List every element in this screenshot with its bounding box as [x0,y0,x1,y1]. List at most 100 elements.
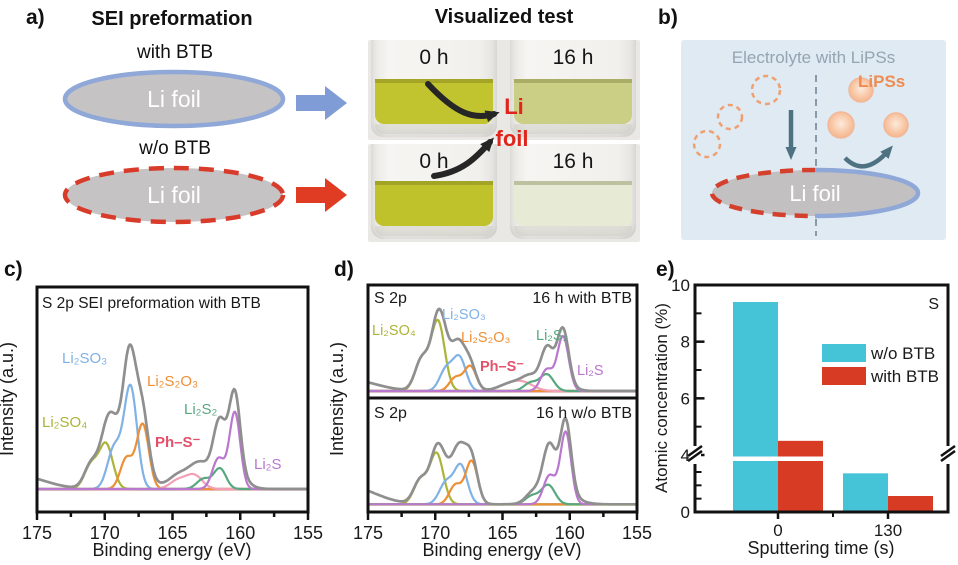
x-axis: 175 170 165 160 155 [22,512,323,543]
blue-arrow-icon [296,86,347,120]
label-li2s2: Li₂S₂ [184,401,218,418]
svg-text:130: 130 [874,521,902,540]
label-li2s: Li₂S [577,363,604,379]
panel-d-letter: d) [334,258,354,281]
label-li2s2: Li₂S₂ [536,328,568,344]
element-label-s: S [928,296,939,313]
foil-border-solid [814,167,921,219]
photo-row-with-btb: 0 h 16 h [368,40,640,140]
li-foil-ellipse-solid [62,69,286,129]
label-li2so4: Li₂SO₄ [372,323,416,339]
svg-text:165: 165 [157,523,187,543]
spectrum-curves [36,343,309,491]
panel-a-title: SEI preformation [91,8,253,30]
svg-text:0: 0 [681,503,690,522]
inplot-title: S 2p SEI preformation with BTB [42,295,261,312]
lips-particle-icon [827,111,855,139]
dissolved-lips-icon [750,74,782,106]
svg-text:170: 170 [90,523,120,543]
vial-base [514,226,632,236]
wo-btb-label: w/o BTB [139,138,211,159]
label-li2so3: Li₂SO₃ [442,307,486,323]
axes-ticks: 0 4 6 8 10 0 130 [671,276,956,540]
li-foil-annotation-line1: Li [504,94,524,119]
corner-s2p-bottom: S 2p [374,405,407,422]
xps-plot-preformation: 175 170 165 160 155 S 2p SEI preformation wi… [0,285,323,560]
plot-frame [693,283,950,514]
li-foil-text: Li foil [147,86,201,112]
vial-base [514,124,632,134]
svg-text:10: 10 [671,276,690,295]
title-16h-with-btb: 16 h with BTB [532,290,632,307]
svg-text:170: 170 [420,523,450,543]
vial-time-label: 16 h [552,150,594,173]
legend-swatch-wo-btb [822,344,866,362]
panel-a-letter: a) [26,6,45,29]
svg-text:6: 6 [681,389,690,408]
corner-s2p-top: S 2p [374,290,407,307]
y-axis-title: Atomic concentration (%) [655,303,671,493]
electrolyte-liquid [514,181,632,226]
red-arrow-icon [296,178,347,212]
svg-text:175: 175 [22,523,52,543]
vial-time-label: 0 h [419,46,449,69]
label-li2so3: Li₂SO₃ [62,350,107,367]
panel-c-letter: c) [4,258,23,281]
visualized-test-title: Visualized test [434,6,574,28]
repel-arrow-icon [843,145,893,169]
vial-16h: 16 h [510,40,636,137]
electrolyte-liquid [375,181,493,226]
svg-text:0: 0 [773,521,782,540]
label-li2s2o3: Li₂S₂O₃ [147,373,198,390]
svg-text:155: 155 [293,523,323,543]
svg-text:160: 160 [555,523,585,543]
vial-base [375,124,493,134]
vial-base [375,226,493,236]
lips-particle-icon [848,77,874,103]
svg-text:155: 155 [622,523,652,543]
x-axis: 175 170 165 160 155 [353,512,652,543]
bars-group [696,302,947,512]
y-axis-title: Intensity (a.u.) [0,342,17,456]
arrow-bottom-icon [431,137,494,179]
arrow-top-icon [425,81,500,123]
li-foil-with-btb: Li foil [62,69,286,129]
vial-time-label: 0 h [419,150,449,173]
curved-arrows-to-li-foil [425,81,500,179]
vial-16h: 16 h [510,144,636,239]
svg-text:8: 8 [681,333,690,352]
spectrum-curves-top [367,307,638,393]
x-axis-title: Binding energy (eV) [422,540,581,560]
svg-text:4: 4 [681,446,690,465]
xps-plot-16h: 175 170 165 160 155 S 2p 16 h with BTB S 2p … [330,283,652,560]
lipss-label: LiPSs [858,72,906,91]
li-foil-text: Li foil [147,182,201,208]
label-ph-s: Ph–S⁻ [480,359,524,375]
dissolved-lips-icon [716,103,744,131]
foil-border-dashed [709,167,816,219]
li-foil-wo-btb: Li foil [62,165,286,225]
spectrum-curves-bottom [367,416,638,506]
vial-time-label: 16 h [552,46,594,69]
schematic-title: Electrolyte with LiPSs [731,48,896,67]
label-li2s: Li₂S [254,456,282,473]
atomic-concentration-bar-chart: 0 4 6 8 10 0 130 S w/o BTB with BTB Sputtering… [655,276,956,558]
label-li2s2o3: Li₂S₂O₃ [461,330,510,346]
label-ph-s: Ph–S⁻ [155,434,201,451]
li-foil-ellipse-dashed [62,165,286,225]
legend-label-with-btb: with BTB [870,367,939,386]
x-axis-title: Sputtering time (s) [747,538,894,558]
panel-e-letter: e) [656,258,675,281]
svg-text:165: 165 [487,523,517,543]
x-axis-title: Binding energy (eV) [92,540,251,560]
legend-swatch-with-btb [822,367,866,385]
dissolved-lips-icon [692,129,722,159]
li-foil-annotation-line2: foil [495,126,529,151]
lips-particle-icon [883,112,909,138]
li-foil-ellipse [712,170,918,216]
svg-text:175: 175 [353,523,383,543]
electrolyte-schematic [681,40,946,240]
with-btb-label: with BTB [136,42,214,63]
title-16h-wo-btb: 16 h w/o BTB [536,405,632,422]
